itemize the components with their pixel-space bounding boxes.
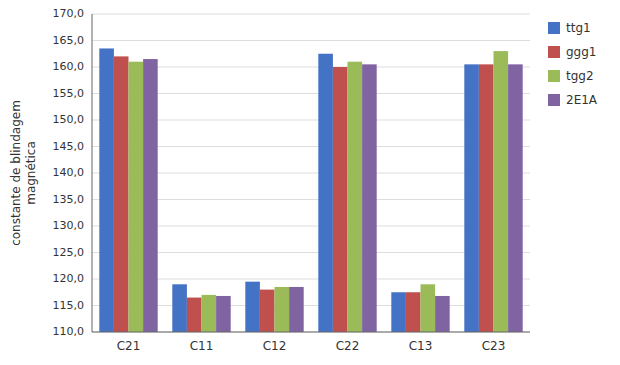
bar — [333, 67, 348, 332]
bar — [508, 64, 523, 332]
legend-label: tgg2 — [566, 69, 594, 83]
y-tick-label: 120,0 — [53, 272, 85, 285]
y-tick-label: 125,0 — [53, 246, 85, 259]
x-axis-line — [92, 332, 530, 333]
y-tick-label: 110,0 — [53, 325, 85, 338]
chart: 110,0 115,0 120,0 125,0 130,0 135,0 140,0 145,0… — [0, 0, 620, 365]
bar — [260, 290, 275, 332]
bar — [172, 284, 187, 332]
legend-swatch — [548, 70, 560, 82]
bar — [479, 64, 494, 332]
legend-swatch — [548, 46, 560, 58]
y-axis-line — [92, 14, 93, 332]
bar — [187, 298, 202, 332]
chart-container: 110,0 115,0 120,0 125,0 130,0 135,0 140,0 145,0… — [0, 0, 620, 365]
bar — [202, 295, 217, 332]
x-tick-label: C23 — [482, 339, 506, 353]
bar — [391, 292, 406, 332]
y-tick-label: 135,0 — [53, 193, 85, 206]
grid-line — [92, 40, 530, 41]
x-tick-label: C22 — [336, 339, 360, 353]
grid — [92, 14, 530, 332]
x-tick-label: C11 — [190, 339, 214, 353]
bar — [406, 292, 421, 332]
bar — [129, 62, 144, 332]
y-tick-label: 160,0 — [53, 60, 85, 73]
grid-line — [92, 14, 530, 15]
y-axis-label: constante de blindagemmagnética — [9, 100, 38, 246]
y-tick-label: 165,0 — [53, 34, 85, 47]
y-tick-label: 115,0 — [53, 299, 85, 312]
bar — [464, 64, 479, 332]
bars — [99, 48, 522, 332]
bar — [114, 56, 129, 332]
legend-label: ggg1 — [566, 45, 597, 59]
y-tick-label: 155,0 — [53, 87, 85, 100]
y-tick-label: 130,0 — [53, 219, 85, 232]
legend-swatch — [548, 94, 560, 106]
bar — [362, 64, 377, 332]
y-tick-label: 145,0 — [53, 140, 85, 153]
x-tick-label: C13 — [409, 339, 433, 353]
bar — [245, 282, 260, 332]
legend: ttg1 ggg1 tgg2 2E1A — [548, 21, 598, 107]
bar — [421, 284, 436, 332]
bar — [275, 287, 290, 332]
bar — [289, 287, 304, 332]
legend-label: ttg1 — [566, 21, 591, 35]
x-tick-label: C21 — [117, 339, 141, 353]
bar — [318, 54, 333, 332]
bar — [435, 296, 450, 332]
y-tick-label: 140,0 — [53, 166, 85, 179]
bar — [216, 296, 231, 332]
bar — [143, 59, 158, 332]
y-tick-label: 150,0 — [53, 113, 85, 126]
legend-swatch — [548, 22, 560, 34]
legend-label: 2E1A — [566, 93, 598, 107]
x-tick-label: C12 — [263, 339, 287, 353]
bar — [348, 62, 363, 332]
y-tick-label: 170,0 — [53, 7, 85, 20]
bar — [494, 51, 509, 332]
grid-line — [92, 332, 530, 333]
bar — [99, 48, 114, 332]
